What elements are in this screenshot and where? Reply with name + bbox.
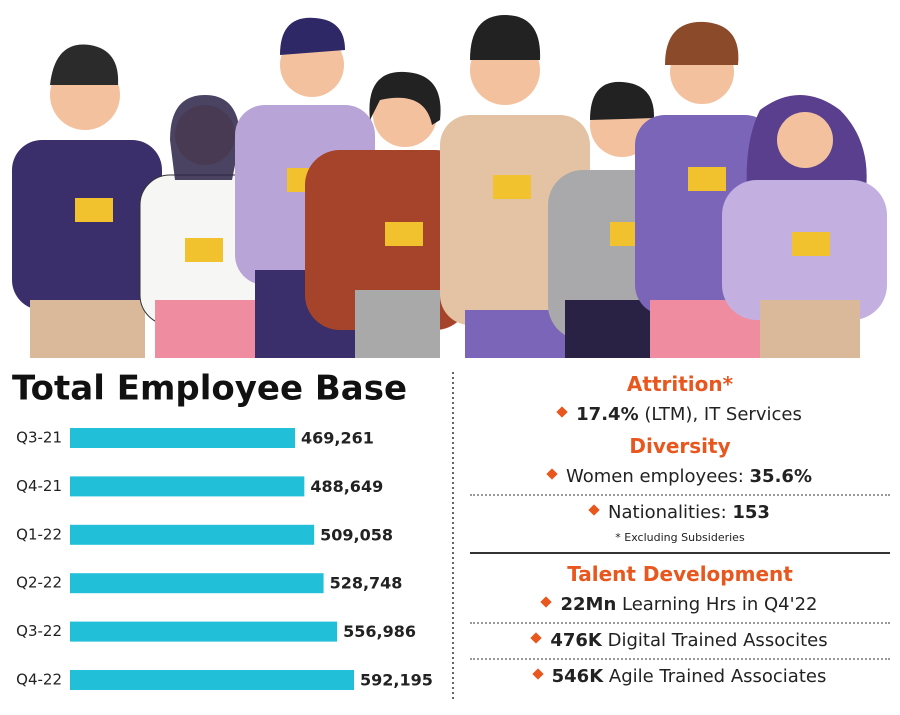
bullet	[531, 668, 544, 680]
item-text: Agile Trained Associates	[603, 666, 827, 687]
bar	[70, 621, 338, 642]
person-body	[12, 140, 162, 310]
item-text: Nationalities:	[608, 502, 733, 523]
person-legs	[30, 300, 145, 358]
item-text: (LTM), IT Services	[638, 404, 802, 425]
bullet	[556, 406, 568, 418]
value-label: 592,195	[360, 671, 433, 690]
bullet	[530, 632, 543, 644]
person-legs	[155, 300, 255, 358]
highlight-item: 476K Digital Trained Assocites	[470, 624, 890, 660]
person-hair	[170, 95, 240, 180]
bar	[70, 573, 324, 594]
y-tick-label: Q1-22	[16, 525, 62, 543]
badge	[385, 222, 423, 246]
footnote: * Excluding Subsideries	[470, 530, 890, 554]
badge	[792, 232, 830, 256]
item-text: 546K	[551, 666, 604, 687]
item-text: Women employees:	[566, 466, 750, 487]
bullet	[546, 468, 558, 480]
item-text: 22Mn	[560, 594, 617, 615]
item-text: 35.6%	[749, 466, 812, 487]
person-legs	[355, 290, 440, 358]
section-heading: Attrition*	[626, 372, 734, 396]
bullet	[540, 596, 553, 608]
item-text: Digital Trained Assocites	[601, 630, 828, 651]
section-heading: Diversity	[629, 434, 731, 458]
chart-title: Total Employee Base	[12, 369, 407, 409]
highlight-item: 17.4% (LTM), IT Services	[470, 398, 890, 432]
bar	[70, 476, 305, 497]
bullet	[588, 504, 600, 516]
highlight-item: 546K Agile Trained Associates	[470, 660, 890, 694]
bar	[70, 524, 315, 545]
badge	[493, 175, 531, 199]
highlight-item: Women employees: 35.6%	[470, 460, 890, 496]
person-hair	[590, 81, 655, 120]
y-tick-label: Q4-21	[16, 477, 62, 495]
item-text: 153	[732, 502, 770, 523]
person-hair	[50, 44, 119, 85]
value-label: 509,058	[320, 525, 393, 544]
value-label: 528,748	[330, 574, 403, 593]
bar-chart: Q3-21 469,261 Q4-21 488,649 Q1-22 509,058 Q2-2…	[16, 428, 433, 690]
y-tick-label: Q2-22	[16, 574, 62, 592]
item-text: Learning Hrs in Q4'22	[616, 594, 818, 615]
bar	[70, 670, 354, 690]
person-hair	[470, 15, 541, 60]
item-text: 476K	[550, 630, 602, 651]
section-heading: Talent Development	[567, 562, 793, 586]
y-tick-label: Q3-22	[16, 622, 62, 640]
y-tick-label: Q3-21	[16, 429, 62, 447]
highlights-panel: Attrition* 17.4% (LTM), IT Services Divers…	[470, 370, 890, 694]
value-label: 556,986	[343, 622, 416, 641]
y-tick-label: Q4-22	[16, 671, 62, 689]
person-hair	[665, 21, 739, 65]
person-legs	[565, 300, 655, 358]
person-legs	[465, 310, 565, 358]
badge	[688, 167, 726, 191]
person-hair	[369, 71, 441, 125]
highlight-item: Nationalities: 153	[470, 496, 890, 530]
value-label: 488,649	[310, 477, 383, 496]
person-legs	[760, 300, 860, 358]
highlight-item: 22Mn Learning Hrs in Q4'22	[470, 588, 890, 624]
item-text: 17.4%	[576, 404, 639, 425]
value-label: 469,261	[301, 429, 374, 448]
illustration	[12, 15, 887, 358]
badge	[75, 198, 113, 222]
person-head	[777, 112, 833, 168]
badge	[185, 238, 223, 262]
bar	[70, 428, 296, 448]
person-hair	[280, 17, 345, 55]
